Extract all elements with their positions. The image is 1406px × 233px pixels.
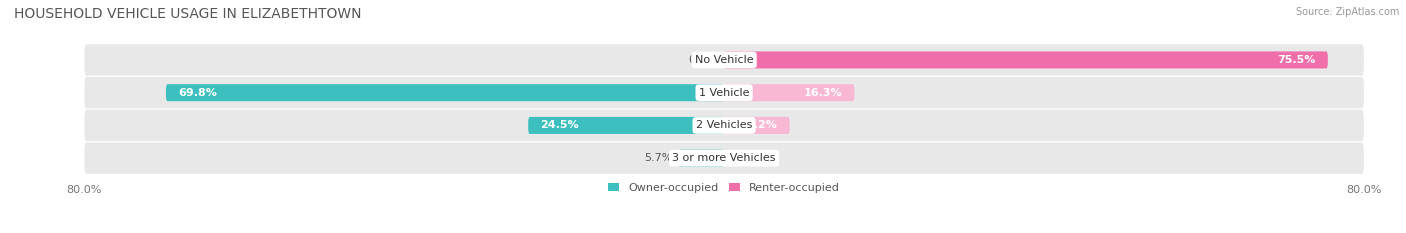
Text: 69.8%: 69.8% <box>179 88 217 98</box>
FancyBboxPatch shape <box>724 84 855 101</box>
Text: 8.2%: 8.2% <box>747 120 778 130</box>
FancyBboxPatch shape <box>166 84 724 101</box>
FancyBboxPatch shape <box>724 117 790 134</box>
FancyBboxPatch shape <box>84 77 1364 108</box>
Text: 75.5%: 75.5% <box>1278 55 1316 65</box>
FancyBboxPatch shape <box>84 142 1364 174</box>
Text: HOUSEHOLD VEHICLE USAGE IN ELIZABETHTOWN: HOUSEHOLD VEHICLE USAGE IN ELIZABETHTOWN <box>14 7 361 21</box>
Text: 5.7%: 5.7% <box>644 153 672 163</box>
FancyBboxPatch shape <box>84 110 1364 141</box>
Text: Source: ZipAtlas.com: Source: ZipAtlas.com <box>1295 7 1399 17</box>
FancyBboxPatch shape <box>84 44 1364 76</box>
Text: No Vehicle: No Vehicle <box>695 55 754 65</box>
Text: 1 Vehicle: 1 Vehicle <box>699 88 749 98</box>
Text: 2 Vehicles: 2 Vehicles <box>696 120 752 130</box>
FancyBboxPatch shape <box>529 117 724 134</box>
Text: 3 or more Vehicles: 3 or more Vehicles <box>672 153 776 163</box>
FancyBboxPatch shape <box>724 51 1327 69</box>
Legend: Owner-occupied, Renter-occupied: Owner-occupied, Renter-occupied <box>607 183 841 193</box>
Text: 24.5%: 24.5% <box>540 120 579 130</box>
Text: 0.0%: 0.0% <box>688 55 716 65</box>
FancyBboxPatch shape <box>679 150 724 167</box>
Text: 16.3%: 16.3% <box>804 88 842 98</box>
Text: 0.0%: 0.0% <box>733 153 761 163</box>
